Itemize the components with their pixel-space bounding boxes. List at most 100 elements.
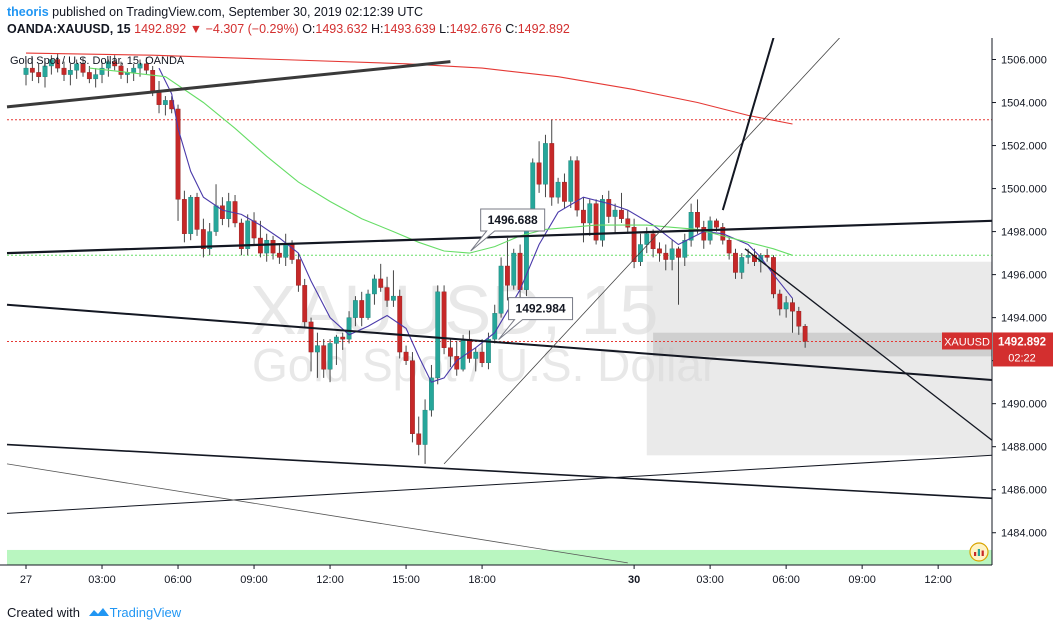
x-tick: 06:00	[772, 565, 800, 586]
candle	[105, 59, 111, 77]
x-tick: 15:00	[392, 565, 420, 586]
candle-body	[36, 72, 42, 77]
candle-body	[384, 287, 390, 301]
tradingview-brand-link[interactable]: TradingView	[109, 605, 182, 620]
range-zone[interactable]	[653, 332, 992, 357]
candle-body	[663, 252, 669, 260]
callout-label: 1496.688	[488, 213, 538, 227]
x-tick: 06:00	[164, 565, 192, 586]
candle	[302, 278, 308, 329]
candle-body	[219, 205, 225, 219]
candle	[36, 63, 42, 84]
candle-body	[726, 239, 732, 254]
candle	[688, 203, 694, 247]
candle	[638, 233, 643, 267]
x-tick-label: 03:00	[88, 574, 116, 586]
candle	[435, 285, 441, 385]
x-tick: 09:00	[848, 565, 876, 586]
candle-body	[181, 199, 187, 234]
candle	[733, 248, 738, 279]
low-label: L:	[439, 22, 450, 36]
y-tick-label: 1496.000	[1001, 270, 1047, 282]
candle-body	[340, 336, 346, 340]
candle	[600, 195, 605, 247]
x-tick: 03:00	[696, 565, 724, 586]
last-price: 1492.892	[134, 22, 187, 36]
candle	[283, 233, 289, 267]
candle	[143, 57, 149, 75]
candle	[188, 195, 194, 241]
y-tick-label: 1506.000	[1001, 55, 1047, 67]
author-link[interactable]: theoris	[7, 5, 49, 19]
candle-body	[568, 160, 574, 202]
candle-body	[365, 293, 371, 318]
trend-line[interactable]	[744, 248, 993, 441]
candle-body	[467, 338, 472, 359]
candle-body	[156, 91, 162, 105]
candle	[219, 197, 225, 226]
candle-body	[327, 343, 333, 370]
candle	[479, 339, 485, 368]
trend-line[interactable]	[6, 454, 993, 514]
candle	[112, 55, 118, 71]
candle-body	[61, 67, 67, 75]
trend-line[interactable]	[6, 443, 993, 500]
candle	[74, 59, 80, 79]
candle	[612, 203, 618, 234]
candle-body	[581, 209, 586, 224]
trend-line[interactable]	[6, 303, 993, 382]
candle-body	[492, 313, 498, 340]
price-callout[interactable]: 1492.984	[498, 297, 574, 340]
candle	[181, 190, 187, 243]
y-tick: 1500.000	[992, 184, 1047, 196]
last-price-badge-value: 1492.892	[998, 336, 1046, 348]
chart-area[interactable]: XAUUSD, 15 Gold Spot / U.S. Dollar 1496.…	[0, 38, 1062, 598]
candle-body	[600, 199, 605, 241]
trend-line[interactable]	[6, 219, 993, 255]
moving-average-sma_short	[158, 67, 793, 383]
candle	[42, 61, 48, 88]
y-tick-label: 1486.000	[1001, 485, 1047, 497]
candle-body	[733, 252, 738, 273]
candle-body	[435, 291, 441, 379]
price-callout[interactable]: 1496.688	[470, 208, 546, 252]
candle-body	[264, 239, 270, 254]
last-price-badge-bg	[993, 332, 1053, 367]
candle	[663, 244, 669, 271]
candle	[365, 289, 371, 320]
candle	[448, 339, 453, 368]
candle	[359, 291, 365, 327]
candle-body	[505, 265, 510, 286]
candle-body	[574, 160, 580, 211]
candle	[232, 195, 238, 228]
x-tick-label: 18:00	[468, 574, 496, 586]
high-label: H:	[371, 22, 384, 36]
candle-body	[486, 338, 491, 364]
bar-countdown: 02:22	[1008, 352, 1036, 364]
trend-line[interactable]	[721, 38, 777, 211]
candle-body	[619, 209, 624, 219]
x-tick-label: 30	[628, 574, 640, 586]
x-tick: 12:00	[924, 565, 952, 586]
candle	[124, 68, 130, 84]
price-chart[interactable]: XAUUSD, 15 Gold Spot / U.S. Dollar 1496.…	[0, 38, 1062, 598]
candle-body	[593, 203, 599, 241]
candle	[587, 199, 593, 236]
y-tick-label: 1498.000	[1001, 227, 1047, 239]
trend-line[interactable]	[443, 38, 849, 465]
x-tick-label: 09:00	[240, 574, 268, 586]
symbol-badge-label: XAUUSD	[944, 336, 990, 348]
candle-body	[783, 302, 789, 310]
y-tick-label: 1494.000	[1001, 313, 1047, 325]
candle	[264, 233, 270, 262]
candle-body	[188, 196, 194, 234]
candle	[606, 190, 612, 223]
scroll-to-realtime-icon[interactable]	[969, 542, 989, 562]
close-value: 1492.892	[517, 22, 570, 36]
candle-body	[790, 302, 795, 312]
trend-line[interactable]	[6, 60, 451, 109]
trend-line[interactable]	[6, 463, 628, 564]
candle	[726, 235, 732, 260]
y-tick: 1498.000	[992, 227, 1047, 239]
candle-body	[441, 291, 447, 348]
